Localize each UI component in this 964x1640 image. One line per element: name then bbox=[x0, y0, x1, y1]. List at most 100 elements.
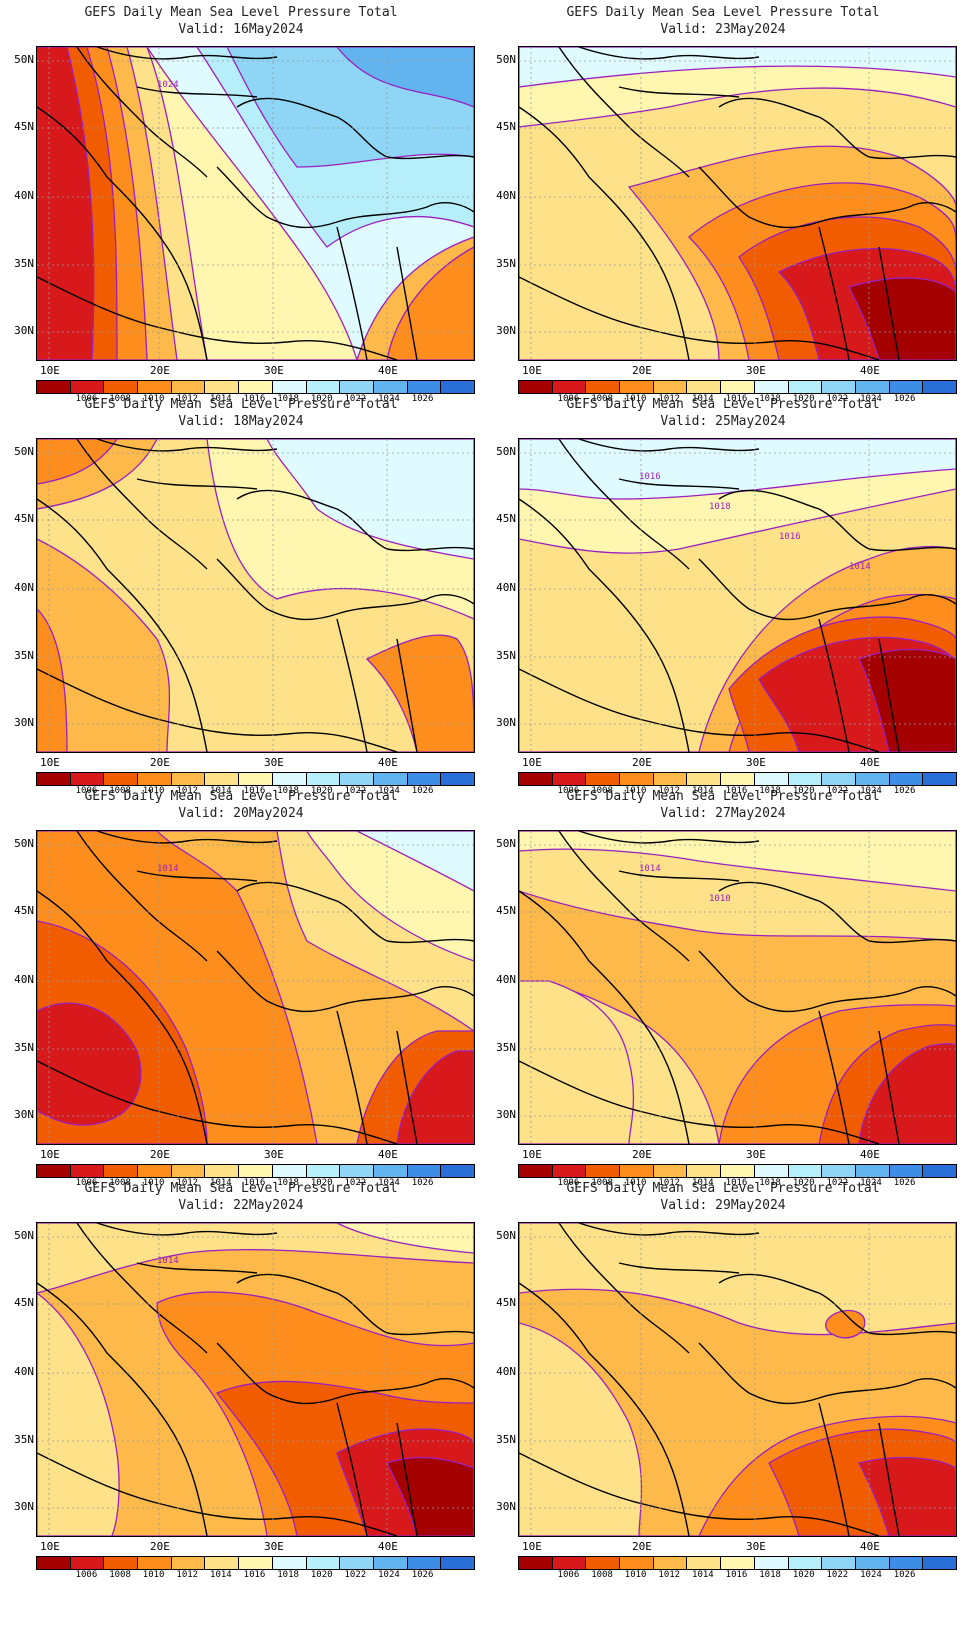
pressure-band bbox=[37, 47, 95, 360]
map-panel: GEFS Daily Mean Sea Level Pressure Total… bbox=[482, 1176, 964, 1586]
coastline bbox=[558, 1223, 690, 1354]
colorbar-label: 1020 bbox=[792, 394, 815, 404]
coastline bbox=[519, 1060, 880, 1144]
pressure-map bbox=[518, 46, 957, 361]
colorbar bbox=[36, 1164, 475, 1178]
coastline bbox=[37, 668, 398, 752]
colorbar-swatch bbox=[441, 1165, 474, 1177]
lat-label: 35N bbox=[496, 257, 516, 270]
coastline bbox=[818, 1402, 850, 1536]
coastline bbox=[216, 950, 474, 1013]
valid-date: Valid: 18May2024 bbox=[178, 414, 304, 429]
lon-label: 20E bbox=[150, 756, 170, 769]
colorbar-swatch bbox=[519, 1557, 553, 1569]
colorbar-label: 1014 bbox=[210, 1178, 232, 1188]
coastline bbox=[718, 1273, 956, 1336]
lat-label: 50N bbox=[496, 53, 516, 66]
coastline bbox=[578, 1223, 760, 1236]
coastline bbox=[396, 1422, 418, 1536]
colorbar-label: 1012 bbox=[176, 1570, 199, 1580]
pressure-map: 1014 bbox=[36, 1222, 475, 1537]
pressure-band bbox=[519, 1322, 643, 1536]
valid-date: Valid: 20May2024 bbox=[178, 806, 304, 821]
colorbar-swatch bbox=[171, 1557, 206, 1569]
pressure-band bbox=[519, 439, 956, 500]
colorbar-swatch bbox=[138, 381, 172, 393]
colorbar-swatch bbox=[407, 381, 442, 393]
coastline bbox=[578, 47, 760, 60]
coastline bbox=[519, 668, 880, 752]
map-panel: GEFS Daily Mean Sea Level Pressure Total… bbox=[482, 392, 964, 802]
colorbar-label: 1014 bbox=[210, 1570, 232, 1580]
colorbar-swatch bbox=[272, 1557, 307, 1569]
pressure-map: 1024 bbox=[36, 46, 475, 361]
colorbar-label: 1008 bbox=[109, 1570, 131, 1580]
map-svg bbox=[519, 47, 956, 360]
map-panel: GEFS Daily Mean Sea Level Pressure Total… bbox=[0, 0, 482, 410]
colorbar-swatch bbox=[407, 773, 442, 785]
coastline bbox=[76, 831, 208, 962]
colorbar-swatch bbox=[37, 773, 71, 785]
pressure-band bbox=[386, 1456, 474, 1536]
colorbar-label: 1022 bbox=[344, 1178, 367, 1188]
coastline bbox=[236, 1273, 474, 1336]
valid-date: Valid: 25May2024 bbox=[660, 414, 786, 429]
coastline bbox=[698, 950, 956, 1013]
pressure-band bbox=[356, 831, 474, 892]
lon-label: 40E bbox=[860, 1148, 880, 1161]
coastline bbox=[76, 47, 208, 178]
colorbar-swatch bbox=[889, 773, 924, 785]
colorbar-swatch bbox=[889, 381, 924, 393]
colorbar-label: 1022 bbox=[344, 1570, 367, 1580]
colorbar-label: 1014 bbox=[692, 1570, 714, 1580]
colorbar-label: 1024 bbox=[378, 394, 400, 404]
colorbar-label: 1012 bbox=[658, 1570, 681, 1580]
lat-label: 35N bbox=[496, 1041, 516, 1054]
colorbar-swatch bbox=[923, 773, 956, 785]
map-svg bbox=[37, 439, 474, 752]
colorbar-swatch bbox=[687, 381, 722, 393]
coastline bbox=[698, 558, 956, 621]
colorbar-swatch bbox=[687, 773, 722, 785]
lat-label: 40N bbox=[496, 973, 516, 986]
coastline bbox=[718, 97, 956, 160]
colorbar-label: 1006 bbox=[557, 1178, 580, 1188]
colorbar-label: 1024 bbox=[378, 1178, 400, 1188]
coastline bbox=[578, 831, 760, 844]
pressure-map bbox=[36, 438, 475, 753]
pressure-map: 1014 bbox=[36, 830, 475, 1145]
pressure-band bbox=[365, 634, 474, 752]
contour-label: 1010 bbox=[709, 894, 731, 904]
lat-label: 30N bbox=[496, 716, 516, 729]
pressure-band bbox=[37, 1223, 474, 1294]
colorbar bbox=[36, 1556, 475, 1570]
colorbar bbox=[518, 1164, 957, 1178]
colorbar-swatch bbox=[70, 381, 105, 393]
colorbar bbox=[518, 380, 957, 394]
colorbar-swatch bbox=[239, 1165, 273, 1177]
lat-label: 30N bbox=[14, 1500, 34, 1513]
lat-label: 35N bbox=[14, 649, 34, 662]
colorbar-label: 1012 bbox=[658, 1178, 681, 1188]
coastline bbox=[236, 881, 474, 944]
colorbar-label: 1006 bbox=[557, 1570, 580, 1580]
colorbar-label: 1022 bbox=[344, 394, 367, 404]
colorbar-swatch bbox=[70, 1165, 105, 1177]
colorbar-label: 1022 bbox=[826, 394, 849, 404]
map-panel: GEFS Daily Mean Sea Level Pressure Total… bbox=[0, 1176, 482, 1586]
lon-label: 10E bbox=[40, 756, 60, 769]
lon-label: 10E bbox=[522, 1540, 542, 1553]
lat-label: 45N bbox=[14, 512, 34, 525]
coastline bbox=[558, 439, 690, 570]
colorbar-swatch bbox=[620, 1557, 654, 1569]
colorbar-swatch bbox=[171, 773, 206, 785]
coastline bbox=[136, 870, 258, 882]
colorbar-swatch bbox=[586, 381, 621, 393]
colorbar-label: 1016 bbox=[243, 786, 266, 796]
lon-label: 20E bbox=[150, 1540, 170, 1553]
lon-label: 20E bbox=[632, 1148, 652, 1161]
colorbar-swatch bbox=[653, 1165, 688, 1177]
coastline bbox=[818, 618, 850, 752]
coastline bbox=[558, 831, 690, 962]
colorbar-label: 1016 bbox=[725, 1178, 748, 1188]
